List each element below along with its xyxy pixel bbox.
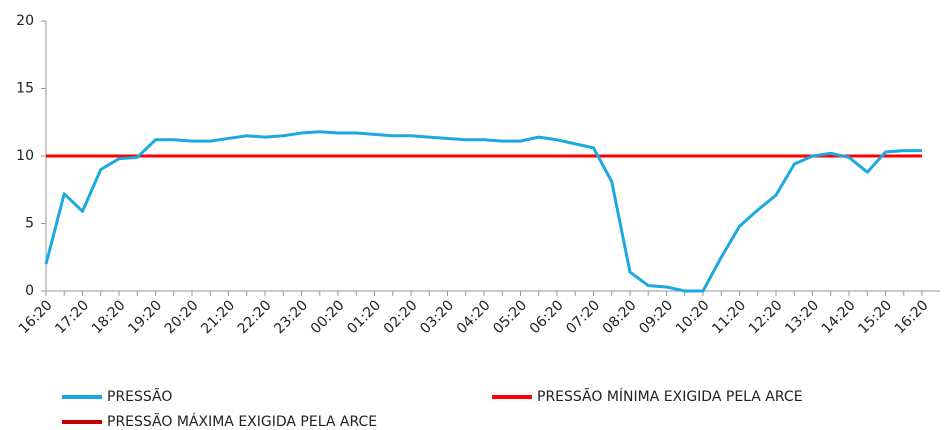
x-tick-label: 02:20	[381, 297, 421, 337]
y-tick-label: 15	[16, 81, 34, 97]
x-tick-label: 14:20	[819, 297, 859, 337]
x-tick-label: 12:20	[746, 297, 786, 337]
x-tick-label: 18:20	[89, 297, 129, 337]
y-tick-label: 5	[25, 216, 34, 232]
x-tick-label: 17:20	[52, 297, 92, 337]
x-tick-label: 11:20	[709, 297, 749, 337]
x-tick-label: 07:20	[563, 297, 603, 337]
x-tick-label: 23:20	[271, 297, 311, 337]
x-tick-label: 06:20	[527, 297, 567, 337]
x-tick-label: 16:20	[892, 297, 932, 337]
y-tick-label: 0	[25, 283, 34, 299]
x-tick-label: 09:20	[636, 297, 676, 337]
x-tick-label: 10:20	[673, 297, 713, 337]
x-tick-label: 01:20	[344, 297, 384, 337]
x-tick-label: 20:20	[162, 297, 202, 337]
x-tick-label: 22:20	[235, 297, 275, 337]
x-tick-label: 04:20	[454, 297, 494, 337]
x-tick-label: 16:20	[16, 297, 56, 337]
legend-label: PRESSÃO MÍNIMA EXIGIDA PELA ARCE	[537, 388, 803, 405]
x-tick-label: 13:20	[782, 297, 822, 337]
x-tick-label: 05:20	[490, 297, 530, 337]
legend-label: PRESSÃO MÁXIMA EXIGIDA PELA ARCE	[107, 413, 377, 430]
x-tick-label: 21:20	[198, 297, 238, 337]
x-tick-label: 03:20	[417, 297, 457, 337]
x-tick-label: 08:20	[600, 297, 640, 337]
y-tick-label: 20	[16, 13, 34, 29]
x-tick-label: 15:20	[855, 297, 895, 337]
y-tick-label: 10	[16, 148, 34, 164]
x-tick-label: 00:20	[308, 297, 348, 337]
series-line	[44, 130, 922, 293]
legend-label: PRESSÃO	[107, 388, 172, 405]
x-tick-label: 19:20	[125, 297, 165, 337]
